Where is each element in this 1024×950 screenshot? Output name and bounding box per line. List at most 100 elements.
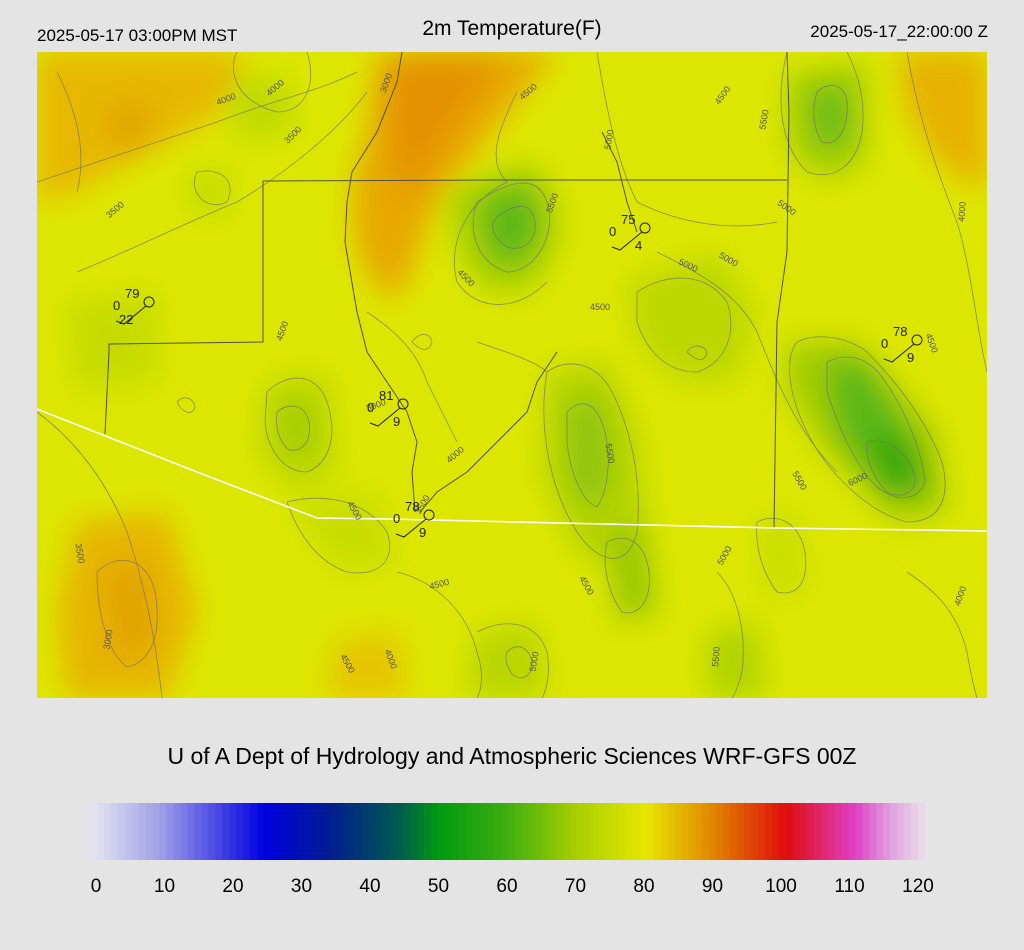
colorbar-swatch xyxy=(625,803,634,860)
colorbar-swatch xyxy=(653,803,662,860)
colorbar-tick-label: 10 xyxy=(153,876,176,897)
colorbar-swatch xyxy=(187,803,195,860)
colorbar-swatch xyxy=(556,803,564,860)
colorbar-swatch xyxy=(194,803,202,860)
colorbar-swatch xyxy=(751,803,759,860)
station-plot: 75 0 4 xyxy=(609,212,651,253)
colorbar-swatch xyxy=(570,803,578,860)
colorbar-swatch xyxy=(737,803,745,860)
contour-label: 5500 xyxy=(603,443,616,464)
colorbar-swatch xyxy=(667,803,676,860)
colorbar-swatch xyxy=(709,803,717,860)
colorbar-swatch xyxy=(792,803,801,860)
colorbar-swatch xyxy=(312,803,321,860)
colorbar-swatch xyxy=(291,803,300,860)
colorbar-tick-label: 20 xyxy=(222,876,244,897)
wind-barb xyxy=(883,343,915,363)
colorbar-swatch xyxy=(500,803,509,860)
colorbar-swatch xyxy=(110,803,119,860)
colorbar-swatch xyxy=(493,803,502,860)
colorbar-swatch xyxy=(208,803,216,860)
station-circle xyxy=(639,222,651,234)
colorbar-swatch xyxy=(848,803,857,860)
contour-label: 5500 xyxy=(710,646,722,667)
colorbar-swatch xyxy=(458,803,467,860)
colorbar-swatch xyxy=(827,803,836,860)
colorbar-swatch xyxy=(799,803,808,860)
colorbar-swatch xyxy=(444,803,453,860)
station-circle xyxy=(423,509,435,521)
colorbar-swatch xyxy=(270,803,279,860)
station-plot: 79 022 xyxy=(113,286,155,327)
station-circle xyxy=(911,334,923,346)
station-dewpoint: 0 xyxy=(367,400,374,415)
colorbar-swatch xyxy=(535,803,543,860)
county-boundaries xyxy=(104,52,790,529)
colorbar-swatch xyxy=(723,803,731,860)
colorbar-swatch xyxy=(90,803,98,860)
colorbar-tick-label: 0 xyxy=(90,876,102,897)
station-plot: 78 0 9 xyxy=(881,324,923,365)
colorbar-swatch xyxy=(451,803,460,860)
colorbar-tick-label: 100 xyxy=(765,876,797,897)
colorbar-swatch xyxy=(173,803,182,860)
colorbar-swatch xyxy=(486,803,495,860)
colorbar-swatch xyxy=(333,803,342,860)
colorbar-swatch xyxy=(277,803,286,860)
colorbar-swatch xyxy=(152,803,161,860)
colorbar-swatch xyxy=(159,803,168,860)
colorbar-swatch xyxy=(382,803,390,860)
colorbar-swatch xyxy=(507,803,516,860)
colorbar-swatch xyxy=(368,803,376,860)
colorbar-swatch xyxy=(354,803,362,860)
colorbar-swatch xyxy=(688,803,696,860)
colorbar-swatch xyxy=(389,803,397,860)
colorbar-tick-label: 30 xyxy=(290,876,313,897)
colorbar-swatches xyxy=(90,803,925,860)
colorbar-swatch xyxy=(883,803,891,860)
colorbar-swatch xyxy=(771,803,780,860)
colorbar-swatch xyxy=(841,803,850,860)
station-dewpoint: 0 xyxy=(609,224,616,239)
station-wind-speed: 9 xyxy=(393,414,400,429)
colorbar-tick-label: 90 xyxy=(701,876,724,897)
station-wind-speed: 4 xyxy=(635,238,642,253)
colorbar-swatch xyxy=(758,803,766,860)
contour-label: 5000 xyxy=(527,651,540,672)
colorbar-swatch xyxy=(604,803,613,860)
colorbar-swatch xyxy=(660,803,669,860)
colorbar-swatch xyxy=(855,803,863,860)
colorbar-swatch xyxy=(437,803,446,860)
colorbar-swatch xyxy=(744,803,752,860)
colorbar-swatch xyxy=(410,803,418,860)
colorbar-swatch xyxy=(138,803,147,860)
colorbar-tick-label: 60 xyxy=(496,876,518,897)
colorbar-swatch xyxy=(764,803,773,860)
colorbar-swatch xyxy=(215,803,223,860)
station-circle xyxy=(143,296,155,308)
colorbar-swatch xyxy=(563,803,571,860)
colorbar-swatch xyxy=(521,803,529,860)
colorbar-swatch xyxy=(424,803,432,860)
wind-barb xyxy=(611,231,643,251)
colorbar-swatch xyxy=(403,803,411,860)
colorbar-swatch xyxy=(904,803,912,860)
colorbar-swatch xyxy=(263,803,272,860)
colorbar-swatch xyxy=(417,803,425,860)
colorbar-swatch xyxy=(597,803,606,860)
station-wind-speed: 9 xyxy=(419,525,426,540)
colorbar-swatch xyxy=(674,803,683,860)
station-wind-speed: 9 xyxy=(907,350,914,365)
contour-label: 3000 xyxy=(101,629,114,650)
international-border xyxy=(37,408,987,532)
colorbar-swatch xyxy=(96,803,105,860)
colorbar-tick-label: 50 xyxy=(427,876,450,897)
wind-barb xyxy=(369,407,401,427)
station-plot: 78 0 9 xyxy=(393,499,435,540)
colorbar-swatch xyxy=(236,803,244,860)
colorbar-swatch xyxy=(632,803,641,860)
contour-label: 4500 xyxy=(590,302,610,312)
utc-valid-time: 2025-05-17_22:00:00 Z xyxy=(810,22,988,41)
colorbar-swatch xyxy=(479,803,488,860)
